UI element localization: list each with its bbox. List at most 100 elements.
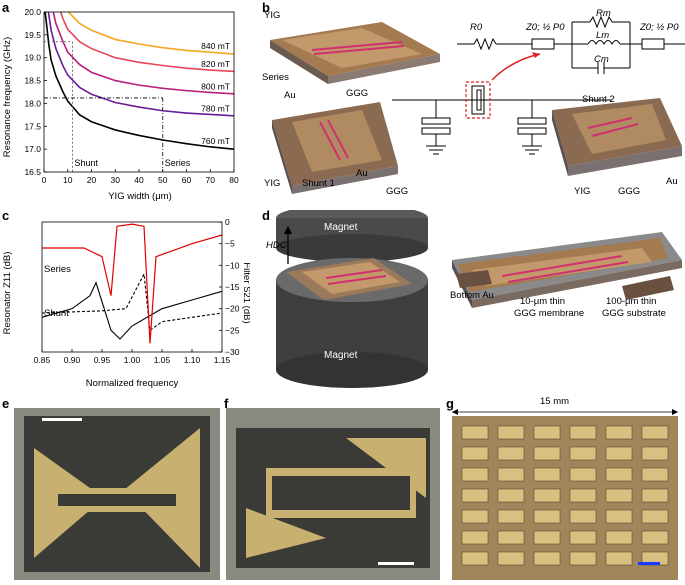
chart-c-filter-line [42, 223, 223, 344]
chart-a-series-label: 840 mT [201, 41, 230, 51]
series-chip [270, 22, 440, 84]
chart-a-xlabel: YIG width (μm) [108, 191, 172, 202]
chart-a-xtick-label: 30 [111, 175, 121, 185]
chart-c-xlabel: Normalized frequency [86, 378, 179, 389]
chart-c-xtick-label: 1.00 [124, 355, 141, 365]
chart-a-ytick-label: 19.5 [24, 30, 41, 40]
chart-a-xtick-label: 20 [87, 175, 97, 185]
label-shunt2: Shunt 2 [582, 94, 615, 105]
chip-cell [533, 530, 561, 545]
chip-cell [641, 509, 669, 524]
panel-label-b: b [262, 0, 270, 15]
chip-cell [461, 425, 489, 440]
chip-cell [533, 425, 561, 440]
chart-a-ytick-label: 19.0 [24, 53, 41, 63]
chip-cell [569, 530, 597, 545]
panel-g: 15 mm [446, 396, 684, 580]
chip-cell [605, 488, 633, 503]
chart-c-xtick-label: 1.05 [154, 355, 171, 365]
chip-cell [641, 467, 669, 482]
photo-e [14, 408, 220, 580]
chart-c-ytick-label: −10 [225, 260, 240, 270]
panel-d-graphic [276, 204, 682, 388]
chart-a-annotation: Shunt [75, 158, 99, 168]
magnet-bottom-label: Magnet [324, 350, 358, 361]
chip-cell [641, 446, 669, 461]
chart-c-ylabel-right: Filter S21 (dB) [241, 262, 250, 323]
chip-cell [497, 467, 525, 482]
chart-a-xtick-label: 10 [63, 175, 73, 185]
chip-cell [533, 467, 561, 482]
chart-a-series-label: 800 mT [201, 81, 230, 91]
circuit-r0: R0 [470, 22, 483, 33]
substrate-label-1: 100-μm thin [606, 296, 657, 307]
chart-a-ytick-label: 20.0 [24, 7, 41, 17]
chart-a-xtick-label: 0 [42, 175, 47, 185]
chip-cell [497, 446, 525, 461]
chart-a: 840 mT 820 mT 800 mT 780 mT 760 mT Shunt Serie… [2, 7, 239, 202]
chart-c-ytick-label: −20 [225, 304, 240, 314]
chart-a-ytick-label: 16.5 [24, 167, 41, 177]
label-ggg-2: GGG [386, 186, 409, 197]
photo-g-graphic [452, 409, 678, 580]
chart-a-xtick-label: 70 [206, 175, 216, 185]
bottom-au-label: Bottom Au [450, 290, 494, 301]
chip-cell [461, 509, 489, 524]
chip-cell [605, 509, 633, 524]
chart-a-ytick-label: 17.0 [24, 144, 41, 154]
chart-c-frame [41, 221, 223, 353]
label-shunt1: Shunt 1 [302, 178, 335, 189]
chart-a-ylabel: Resonance frequency (GHz) [2, 37, 13, 157]
chart-a-ytick-label: 17.5 [24, 121, 41, 131]
panel-label-f: f [224, 396, 229, 411]
chip-cell [569, 446, 597, 461]
label-series: Series [262, 72, 289, 83]
chart-a-ytick-label: 18.5 [24, 76, 41, 86]
chip-cell [497, 425, 525, 440]
chip-cell [641, 530, 669, 545]
chart-a-series-label: 820 mT [201, 59, 230, 69]
label-yig: YIG [264, 10, 281, 21]
chart-c-ytick-label: −30 [225, 347, 240, 357]
chip-cell [461, 446, 489, 461]
chart-a-annotation: Series [165, 158, 191, 168]
label-au-3: Au [666, 176, 678, 187]
chip-cell [641, 488, 669, 503]
label-au-2: Au [356, 168, 368, 179]
hdc-label: HDC [266, 240, 287, 251]
chip-cell [497, 551, 525, 566]
photo-e-graphic [24, 416, 210, 572]
chip-cell [569, 509, 597, 524]
circuit [392, 15, 685, 155]
chart-a-xtick-label: 60 [182, 175, 192, 185]
chart-a-series-line [59, 12, 234, 73]
chip-cell [569, 551, 597, 566]
chip-cell [497, 509, 525, 524]
chip-cell [641, 425, 669, 440]
chart-c-xtick-label: 0.95 [94, 355, 111, 365]
scale-label: 15 mm [540, 396, 570, 407]
chart-c-xtick-label: 1.10 [184, 355, 201, 365]
chip-cell [605, 446, 633, 461]
chart-a-ytick-label: 18.0 [24, 98, 41, 108]
chip-cell [533, 446, 561, 461]
chip-cell [569, 488, 597, 503]
shunt1-chip [272, 102, 398, 194]
circuit-lm: Lm [596, 30, 610, 41]
chart-c-ytick-label: −25 [225, 325, 240, 335]
magnet-top-label: Magnet [324, 222, 358, 233]
panel-b: YIG Series Au GGG YIG Shunt 1 Au GGG Shu… [262, 8, 685, 206]
circuit-rm: Rm [596, 8, 611, 19]
chart-a-xtick-label: 40 [134, 175, 144, 185]
substrate-label-2: GGG substrate [602, 308, 666, 319]
chip-cell [497, 488, 525, 503]
chip-cell [569, 467, 597, 482]
label-ggg-3: GGG [618, 186, 641, 197]
chip-cell [461, 467, 489, 482]
chart-a-series-label: 760 mT [201, 136, 230, 146]
chart-c-series-line [41, 281, 223, 340]
chip-cell [533, 488, 561, 503]
panel-label-d: d [262, 208, 270, 223]
photo-f [226, 408, 440, 580]
shunt2-chip [552, 98, 682, 176]
